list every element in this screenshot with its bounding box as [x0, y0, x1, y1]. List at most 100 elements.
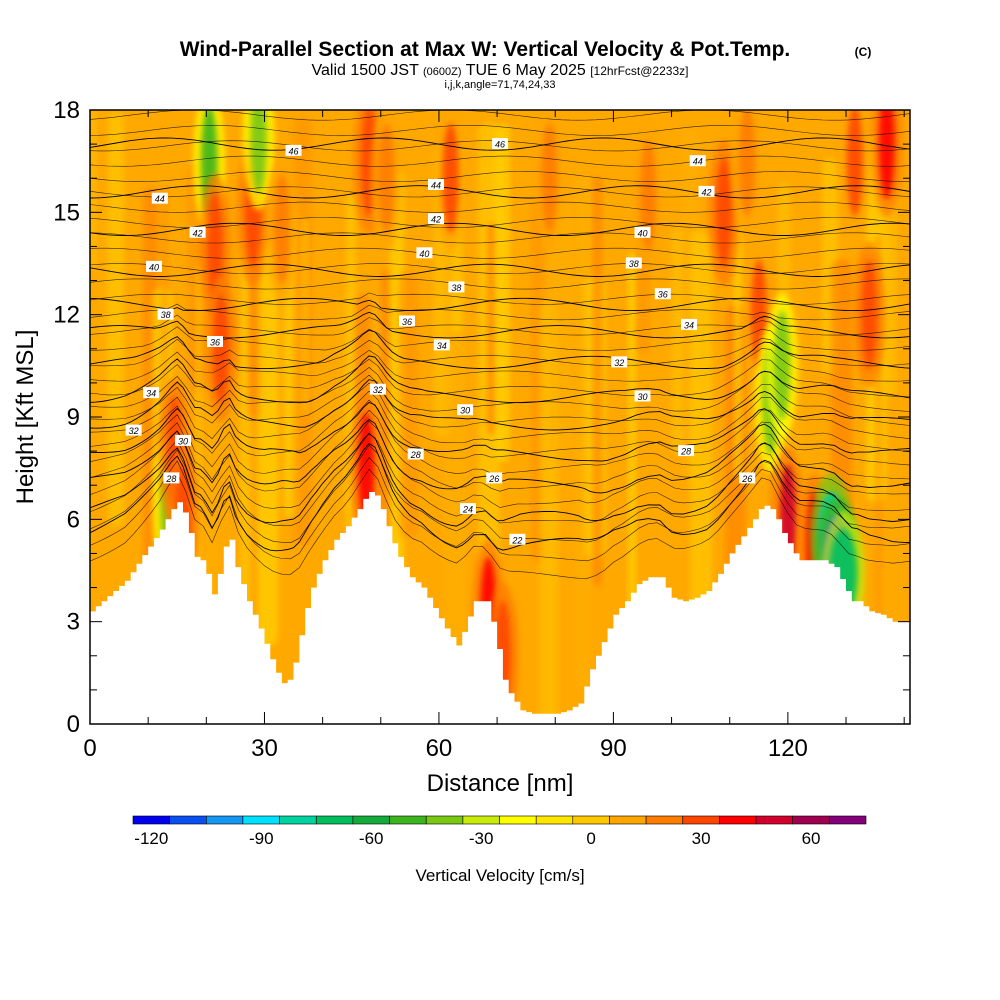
- colorbar-swatch: [352, 815, 390, 825]
- isentrope-label-bg: [399, 315, 415, 327]
- isentrope-line: [90, 222, 910, 236]
- isentrope-label: 44: [428, 179, 444, 191]
- isentrope-line: [90, 367, 910, 412]
- isentrope-label: 26: [486, 472, 503, 484]
- colorbar-swatch: [719, 815, 757, 825]
- isentrope-line: [90, 314, 910, 336]
- isentrope-label: 24: [460, 503, 476, 515]
- isentrope-label: 38: [157, 308, 174, 320]
- isentrope-label-bg: [125, 424, 142, 436]
- isentrope-label-text: 38: [629, 259, 639, 269]
- isentrope-label: 46: [285, 144, 302, 156]
- isentrope-line: [90, 263, 910, 277]
- isentrope-label-text: 44: [431, 181, 441, 191]
- isentrope-line: [90, 171, 910, 182]
- colorbar-swatch: [242, 815, 280, 825]
- isentrope-label-bg: [428, 213, 444, 225]
- velocity-cell: [250, 110, 267, 193]
- colorbar-swatch: [169, 815, 207, 825]
- isentrope-label: 28: [407, 448, 424, 460]
- isentrope-label-bg: [509, 533, 526, 545]
- isentrope-label-bg: [457, 404, 474, 416]
- isentropes: [90, 110, 910, 579]
- texture-streak: [487, 223, 496, 434]
- isentrope-label-bg: [407, 448, 424, 460]
- isentrope-label: 28: [678, 445, 695, 457]
- colorbar-swatch: [279, 815, 317, 825]
- isentrope-label-bg: [163, 472, 180, 484]
- isentrope-label-text: 36: [210, 338, 220, 348]
- isentrope-label-text: 36: [402, 317, 412, 327]
- isentrope-label-bg: [157, 308, 174, 320]
- isentrope-label-text: 30: [460, 406, 470, 416]
- isentrope-line: [90, 337, 910, 367]
- isentrope-label-bg: [146, 260, 162, 272]
- texture-streak: [399, 271, 418, 538]
- isentrope-label: 36: [207, 336, 223, 348]
- isentrope-label: 22: [509, 533, 526, 545]
- y-tick-label: 18: [53, 97, 80, 124]
- colorbar-swatch: [755, 815, 794, 825]
- isentrope-label-text: 44: [155, 194, 165, 204]
- isentrope-label-bg: [433, 339, 450, 351]
- isentrope-label-bg: [654, 288, 671, 300]
- isentrope-label: 40: [146, 260, 162, 272]
- isentrope-line: [90, 401, 910, 462]
- colorbar-tick-label: -60: [359, 829, 384, 848]
- isentrope-line: [90, 311, 910, 339]
- isentrope-line: [90, 443, 910, 552]
- velocity-field: [152, 110, 903, 724]
- plot-area: 22 24 26 26 28 28 28 30 30 30 32 32 32 34 34 34 36 36 36 38…: [90, 110, 910, 724]
- x-tick-label: 60: [426, 735, 453, 762]
- isentrope-label-bg: [416, 247, 433, 259]
- y-tick-label: 3: [67, 609, 80, 636]
- isentrope-label-text: 40: [637, 228, 647, 238]
- isentrope-line: [90, 278, 910, 290]
- isentrope-label: 40: [634, 226, 651, 238]
- isentrope-label: 42: [698, 185, 715, 197]
- isentrope-label-bg: [285, 144, 302, 156]
- isentrope-label-text: 38: [451, 283, 461, 293]
- forecast-info: [12hrFcst@2233z]: [590, 64, 688, 78]
- isentrope-line: [90, 358, 910, 397]
- isentrope-label-text: 46: [288, 146, 298, 156]
- isentrope-label-bg: [681, 318, 697, 330]
- isentrope-label-bg: [634, 226, 651, 238]
- isentrope-line: [90, 297, 910, 312]
- isentrope-line: [90, 468, 910, 579]
- isentrope-label: 30: [634, 390, 651, 402]
- colorbar-swatch: [645, 815, 683, 825]
- isentrope-label: 38: [625, 257, 642, 269]
- texture-streak: [690, 230, 712, 710]
- isentrope-label-bg: [460, 503, 476, 515]
- velocity-cell: [207, 191, 224, 302]
- isentrope-line: [90, 390, 910, 459]
- isentrope-label: 44: [151, 192, 168, 204]
- x-tick-label: 30: [251, 735, 278, 762]
- velocity-cell: [541, 123, 558, 234]
- colorbar-tick-label: 60: [802, 829, 821, 848]
- isentrope-label-text: 28: [165, 474, 176, 484]
- copyright-mark: (C): [855, 45, 872, 59]
- isentrope-label: 28: [163, 472, 180, 484]
- velocity-cell: [715, 157, 732, 268]
- velocity-cell: [442, 123, 459, 234]
- isentrope-line: [90, 155, 910, 167]
- valid-time: Valid 1500 JST: [312, 62, 420, 79]
- colorbar-swatch: [609, 815, 647, 825]
- isentrope-line: [90, 326, 910, 351]
- texture-streak: [549, 201, 572, 458]
- isentrope-label-text: 26: [741, 474, 752, 484]
- texture-streak: [302, 218, 308, 414]
- isentrope-label: 32: [125, 424, 142, 436]
- texture-streak: [734, 206, 742, 478]
- colorbar-swatch: [315, 815, 354, 825]
- isentrope-label-bg: [678, 445, 695, 457]
- colorbar-tick-label: -30: [469, 829, 494, 848]
- isentrope-label: 36: [399, 315, 415, 327]
- colorbar-tick-label: -90: [249, 829, 274, 848]
- isentrope-label-bg: [689, 155, 706, 167]
- colorbar-swatch: [389, 815, 427, 825]
- isentrope-line: [90, 420, 910, 509]
